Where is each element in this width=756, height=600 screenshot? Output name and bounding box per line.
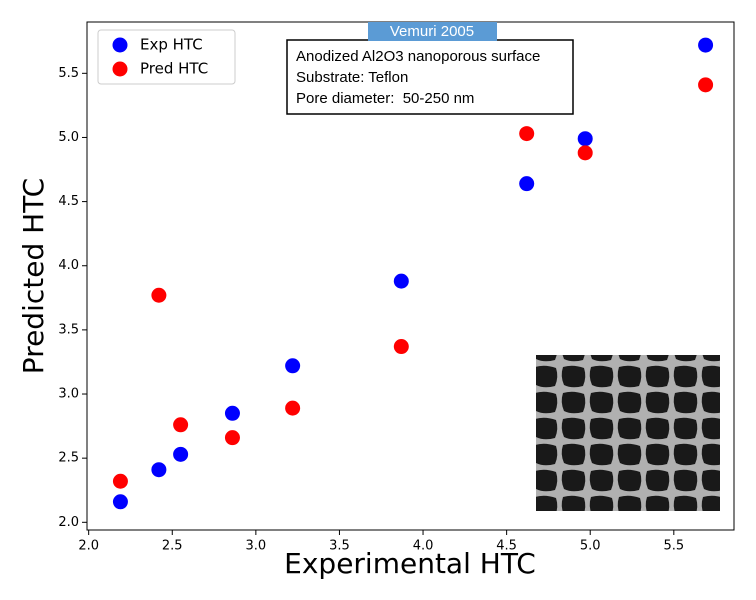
y-tick-label: 4.5	[58, 194, 79, 209]
chart-title: Vemuri 2005	[390, 23, 474, 40]
y-tick-label: 5.5	[58, 66, 79, 81]
annotation-box	[286, 39, 574, 115]
y-tick-label: 2.5	[58, 451, 79, 466]
x-tick-label: 4.5	[496, 539, 517, 554]
point	[151, 287, 167, 303]
x-tick-label: 4.0	[413, 539, 434, 554]
y-tick-label: 5.0	[58, 130, 79, 145]
x-tick-label: 2.5	[162, 539, 183, 554]
point	[285, 400, 301, 416]
x-axis-label: Experimental HTC	[284, 547, 536, 580]
legend-label: Pred HTC	[140, 60, 208, 78]
legend-marker	[112, 61, 128, 77]
x-tick-label: 5.5	[663, 539, 684, 554]
legend-box	[97, 29, 236, 85]
sem-inset-image	[536, 355, 720, 511]
legend-label: Exp HTC	[140, 36, 203, 54]
annotation-line: Substrate: Teflon	[296, 69, 408, 86]
point	[224, 405, 240, 421]
y-tick-label: 4.0	[58, 258, 79, 273]
y-tick-label: 3.0	[58, 387, 79, 402]
point	[151, 462, 167, 478]
point	[224, 430, 240, 446]
legend-marker	[112, 37, 128, 53]
point	[112, 494, 128, 510]
x-tick-label: 5.0	[580, 539, 601, 554]
x-tick-label: 2.0	[78, 539, 99, 554]
point	[393, 339, 409, 355]
point	[173, 446, 189, 462]
y-axis-label: Predicted HTC	[17, 178, 50, 374]
title-box	[368, 22, 497, 41]
point	[577, 145, 593, 161]
point	[698, 37, 714, 53]
point	[112, 473, 128, 489]
annotation-line: Pore diameter: 50-250 nm	[296, 90, 474, 107]
point	[698, 77, 714, 93]
annotation-line: Anodized Al2O3 nanoporous surface	[296, 48, 540, 65]
point	[577, 131, 593, 147]
x-tick-label: 3.5	[329, 539, 350, 554]
point	[173, 417, 189, 433]
point	[393, 273, 409, 289]
x-tick-label: 3.0	[246, 539, 267, 554]
point	[285, 358, 301, 374]
y-tick-label: 2.0	[58, 515, 79, 530]
point	[519, 176, 535, 192]
point	[519, 126, 535, 142]
y-tick-label: 3.5	[58, 322, 79, 337]
